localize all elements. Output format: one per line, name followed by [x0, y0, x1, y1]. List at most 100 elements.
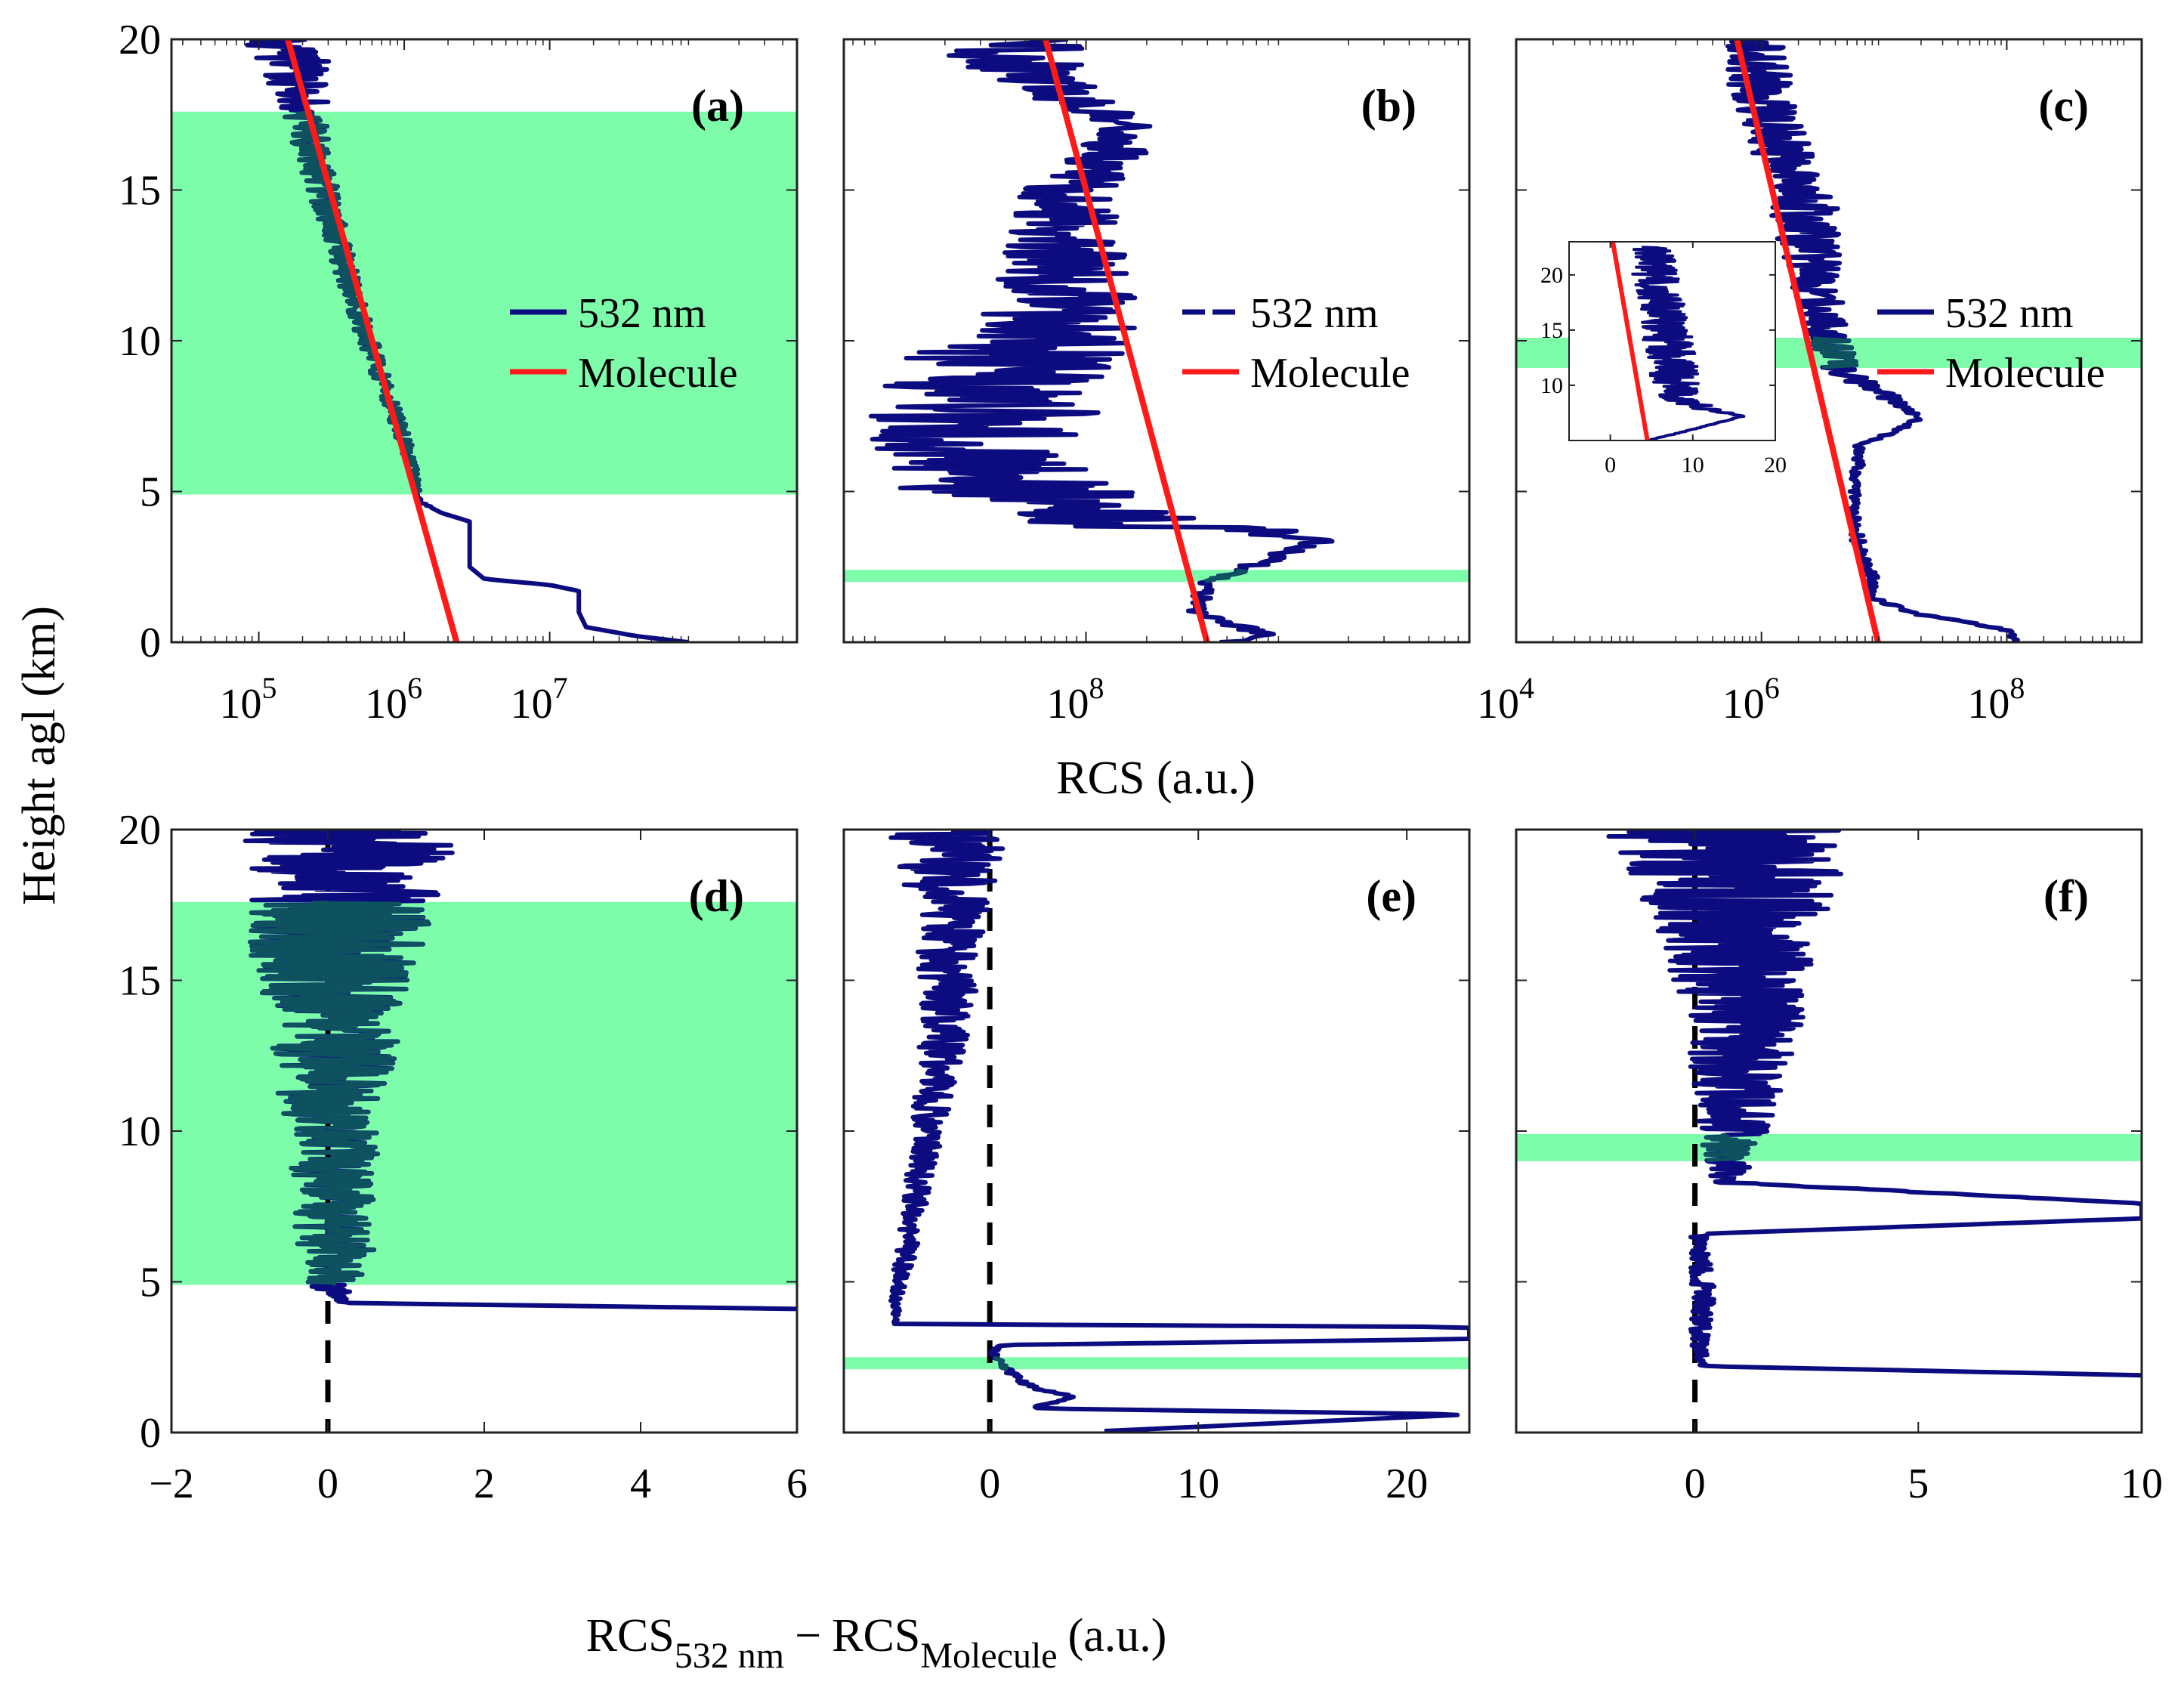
panel-e: 0 10 20 (e): [842, 828, 1471, 1507]
band-d: [171, 901, 797, 1285]
signal-line-b: [868, 39, 1335, 642]
xtick-label-inset-2: 20: [1764, 453, 1787, 478]
panel-label-f: (f): [2043, 871, 2089, 921]
ytick-label-a-1: 5: [140, 469, 161, 516]
signal-in-band-d: [248, 900, 431, 1287]
signal-in-band-b: [1203, 568, 1248, 584]
legend-molecule-c: Molecule: [1945, 350, 2105, 397]
legend-signal-b: 532 nm: [1250, 290, 1379, 337]
ticks-c: 104 106 108: [1477, 39, 2142, 728]
ytick-label-d-1: 5: [140, 1260, 161, 1306]
ytick-label-inset-2: 20: [1540, 263, 1563, 288]
panel-label-b: (b): [1361, 81, 1416, 131]
legend-b: 532 nm Molecule: [1182, 290, 1410, 397]
band-rect-a: [171, 111, 797, 495]
legend-molecule-b: Molecule: [1250, 350, 1410, 397]
panel-label-c: (c): [2038, 81, 2089, 131]
legend-molecule-a: Molecule: [578, 350, 737, 397]
xtick-base-a-1: 10: [365, 681, 407, 728]
bottom-xlabel-sub1: 532 nm: [675, 1636, 784, 1676]
band-f: [1516, 1133, 2142, 1161]
xtick-exp-c-0: 4: [1519, 671, 1534, 705]
xtick-label-c-2: 108: [1967, 671, 2025, 728]
xtick-base-c-0: 10: [1477, 681, 1519, 728]
xtick-label-d-0: −2: [149, 1460, 194, 1507]
xtick-label-inset-0: 0: [1605, 453, 1616, 478]
panel-b: 108 (b) 532 nm Molecule: [842, 38, 1471, 728]
xtick-base-c-1: 10: [1722, 681, 1765, 728]
xtick-label-f-0: 0: [1685, 1460, 1706, 1507]
series-d: [242, 830, 797, 1312]
xtick-label-a-0: 105: [220, 671, 277, 728]
series-inset: [1610, 242, 1746, 440]
legend-a: 532 nm Molecule: [510, 290, 737, 397]
ytick-label-d-4: 20: [119, 807, 161, 854]
band-rect-b: [844, 570, 1469, 583]
ytick-label-d-3: 15: [119, 958, 161, 1005]
molecule-line-c: [1734, 39, 1881, 642]
bottom-xlabel-unit: (a.u.): [1068, 1610, 1167, 1661]
band-rect-d: [171, 901, 797, 1285]
xtick-label-inset-1: 10: [1682, 453, 1704, 478]
inset-c: 10 15 20 0 10 20: [1540, 241, 1787, 478]
signal-in-band-c: [1808, 336, 1858, 369]
bottom-xlabel-main: RCS: [586, 1610, 675, 1661]
molecule-line-b: [1043, 39, 1210, 642]
ytick-label-inset-1: 15: [1540, 318, 1563, 343]
xtick-label-e-2: 20: [1385, 1460, 1428, 1507]
ytick-label-inset-0: 10: [1540, 373, 1563, 398]
legend-c: 532 nm Molecule: [1877, 290, 2105, 397]
panel-label-a: (a): [691, 81, 744, 131]
xtick-exp-b-0: 8: [1089, 671, 1104, 705]
ytick-label-a-2: 10: [119, 318, 161, 365]
xtick-base-a-2: 10: [511, 681, 553, 728]
series-c: [1725, 39, 2020, 642]
legend-signal-c: 532 nm: [1945, 290, 2074, 337]
bottom-xlabel-minus: −: [795, 1610, 821, 1661]
ticks-f: 0 5 10: [1516, 829, 2163, 1507]
xtick-exp-a-2: 7: [553, 671, 568, 705]
signal-in-band-e: [993, 1355, 1009, 1371]
xtick-exp-c-2: 8: [2009, 671, 2025, 705]
xtick-exp-a-0: 5: [262, 671, 277, 705]
panel-f: 0 5 10 (f): [1515, 828, 2163, 1507]
signal-in-band-f: [1701, 1133, 1757, 1163]
series-a: [245, 39, 688, 642]
legend-signal-a: 532 nm: [578, 290, 706, 337]
xtick-base-b-0: 10: [1047, 681, 1089, 728]
ytick-label-d-0: 0: [140, 1410, 161, 1457]
ticks-b: 108: [844, 39, 1469, 728]
inset-frame: [1568, 241, 1776, 441]
molecule-line-inset: [1610, 242, 1650, 440]
series-e: [888, 830, 1469, 1433]
ytick-label-a-0: 0: [140, 620, 161, 666]
xtick-exp-c-1: 6: [1765, 671, 1780, 705]
panel-label-d: (d): [689, 871, 744, 921]
bottom-x-axis-label: RCS532 nm − RCSMolecule (a.u.): [586, 1610, 1167, 1676]
y-axis-label: Height agl (km): [14, 606, 65, 905]
series-b: [868, 39, 1335, 642]
ytick-label-a-3: 15: [119, 168, 161, 215]
xtick-base-c-2: 10: [1967, 681, 2009, 728]
band-b: [844, 570, 1469, 583]
xtick-label-b-0: 108: [1047, 671, 1104, 728]
xtick-label-e-1: 10: [1177, 1460, 1219, 1507]
xtick-label-d-4: 6: [786, 1460, 808, 1507]
ytick-label-d-2: 10: [119, 1108, 161, 1155]
xtick-label-d-1: 0: [317, 1460, 338, 1507]
signal-line-inset: [1631, 246, 1746, 440]
ticks-inset: 10 15 20 0 10 20: [1540, 242, 1787, 478]
xtick-label-f-2: 10: [2121, 1460, 2163, 1507]
xtick-base-a-0: 10: [220, 681, 262, 728]
band-e: [844, 1357, 1469, 1370]
signal-line-e: [888, 830, 1469, 1433]
series-f: [1606, 830, 2142, 1378]
band-rect-e: [844, 1357, 1469, 1370]
panel-label-e: (e): [1366, 871, 1416, 921]
xtick-label-c-0: 104: [1477, 671, 1534, 728]
